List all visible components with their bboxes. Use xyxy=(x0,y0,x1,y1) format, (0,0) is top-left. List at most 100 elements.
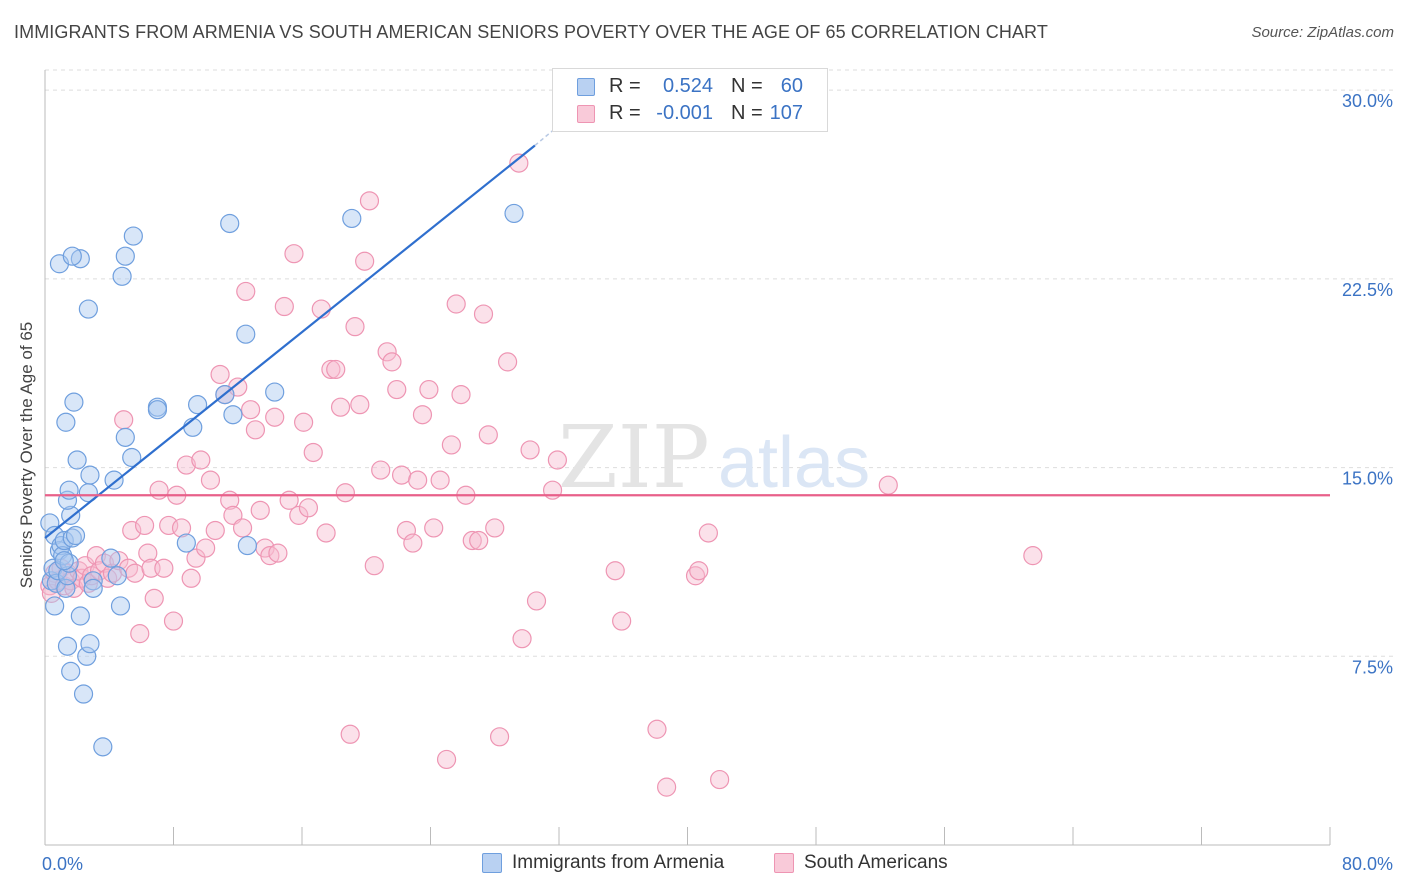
point-south-american xyxy=(451,384,471,405)
legend-swatch-pink xyxy=(577,105,595,123)
point-armenia xyxy=(112,266,132,286)
point-armenia xyxy=(78,299,98,319)
point-armenia xyxy=(115,427,135,447)
point-armenia xyxy=(67,450,87,470)
point-armenia xyxy=(220,213,240,234)
bottom-legend-label: Immigrants from Armenia xyxy=(512,852,725,873)
legend-row-armenia: R = 0.524 N = 60 xyxy=(553,74,827,100)
point-armenia xyxy=(65,525,86,546)
point-south-american xyxy=(298,498,319,518)
point-south-american xyxy=(489,727,510,747)
point-armenia xyxy=(48,561,68,581)
point-south-american xyxy=(294,412,314,432)
point-armenia xyxy=(115,246,135,266)
point-south-american xyxy=(250,500,270,520)
point-south-american xyxy=(232,518,253,538)
point-south-american xyxy=(171,518,192,538)
point-south-american xyxy=(122,520,142,541)
point-south-american xyxy=(387,379,407,400)
y-tick-label: 15.0% xyxy=(1342,469,1393,489)
point-south-american xyxy=(64,578,84,598)
y-tick-label: 22.5% xyxy=(1342,280,1393,300)
point-south-american xyxy=(647,719,667,739)
point-south-american xyxy=(268,543,288,563)
points-layer xyxy=(40,153,1043,797)
legend-n-label: N = xyxy=(731,75,763,97)
point-south-american xyxy=(114,410,134,430)
legend-row-south-americans: R = -0.001 N = 107 xyxy=(553,101,827,127)
point-south-american xyxy=(526,591,547,611)
point-south-american xyxy=(424,518,444,538)
point-armenia xyxy=(57,636,78,656)
point-armenia xyxy=(54,530,74,551)
point-south-american xyxy=(316,523,336,543)
point-south-american xyxy=(181,568,201,588)
point-south-american xyxy=(241,400,261,420)
bottom-legend-swatch-pink xyxy=(774,853,794,873)
point-south-american xyxy=(330,397,351,417)
watermark-atlas: atlas xyxy=(718,423,870,503)
point-armenia xyxy=(77,646,97,666)
grid-layer xyxy=(45,69,1395,657)
point-armenia xyxy=(223,405,243,425)
point-south-american xyxy=(144,588,164,609)
trend-line-armenia xyxy=(44,144,536,539)
point-south-american xyxy=(391,465,412,485)
point-south-american xyxy=(149,480,169,500)
point-south-american xyxy=(485,518,505,538)
point-south-american xyxy=(245,420,266,440)
point-south-american xyxy=(469,530,489,551)
point-south-american xyxy=(542,480,563,500)
point-south-american xyxy=(520,440,540,460)
legend-r-value: -0.001 xyxy=(656,102,713,124)
stats-legend: R = 0.524 N = 60 R = -0.001 N = 107 xyxy=(552,68,828,132)
x-tick-label-max: 80.0% xyxy=(1342,854,1393,874)
point-armenia xyxy=(237,535,257,556)
point-south-american xyxy=(94,553,115,573)
point-armenia xyxy=(83,571,103,591)
point-south-american xyxy=(689,561,709,581)
point-armenia xyxy=(80,634,100,654)
point-south-american xyxy=(512,629,532,649)
point-armenia xyxy=(61,661,81,681)
point-south-american xyxy=(878,475,898,495)
point-armenia xyxy=(62,246,82,266)
point-south-american xyxy=(196,538,216,558)
bottom-legend-swatch-blue xyxy=(482,853,502,873)
point-south-american xyxy=(462,530,482,551)
point-south-american xyxy=(657,777,677,797)
point-south-american xyxy=(109,551,129,571)
point-south-american xyxy=(436,749,457,770)
x-tick-label-min: 0.0% xyxy=(42,854,83,874)
point-armenia xyxy=(504,203,524,224)
point-armenia xyxy=(101,548,121,568)
point-south-american xyxy=(710,769,730,790)
point-armenia xyxy=(54,551,74,571)
point-south-american xyxy=(350,395,370,415)
point-south-american xyxy=(509,153,529,173)
point-south-american xyxy=(303,442,323,463)
point-south-american xyxy=(685,566,706,586)
point-armenia xyxy=(122,447,142,468)
point-south-american xyxy=(698,523,718,543)
point-south-american xyxy=(274,296,294,317)
point-south-american xyxy=(1023,546,1043,566)
point-south-american xyxy=(412,405,433,425)
point-south-american xyxy=(377,342,397,362)
source-label: Source: ZipAtlas.com xyxy=(1251,24,1394,41)
axes-layer: 7.5% 15.0% 22.5% 30.0% 0.0% 80.0% xyxy=(42,70,1393,874)
point-south-american xyxy=(340,724,360,744)
point-armenia xyxy=(104,470,124,490)
point-south-american xyxy=(498,352,518,372)
point-south-american xyxy=(335,483,355,503)
point-south-american xyxy=(260,546,280,566)
point-armenia xyxy=(83,578,103,598)
point-armenia xyxy=(59,480,79,500)
point-south-american xyxy=(345,317,365,337)
point-south-american xyxy=(321,359,341,380)
point-south-american xyxy=(134,515,155,536)
bottom-legend-label: South Americans xyxy=(804,852,948,873)
point-armenia xyxy=(265,382,285,402)
legend-r-value: 0.524 xyxy=(662,75,713,97)
